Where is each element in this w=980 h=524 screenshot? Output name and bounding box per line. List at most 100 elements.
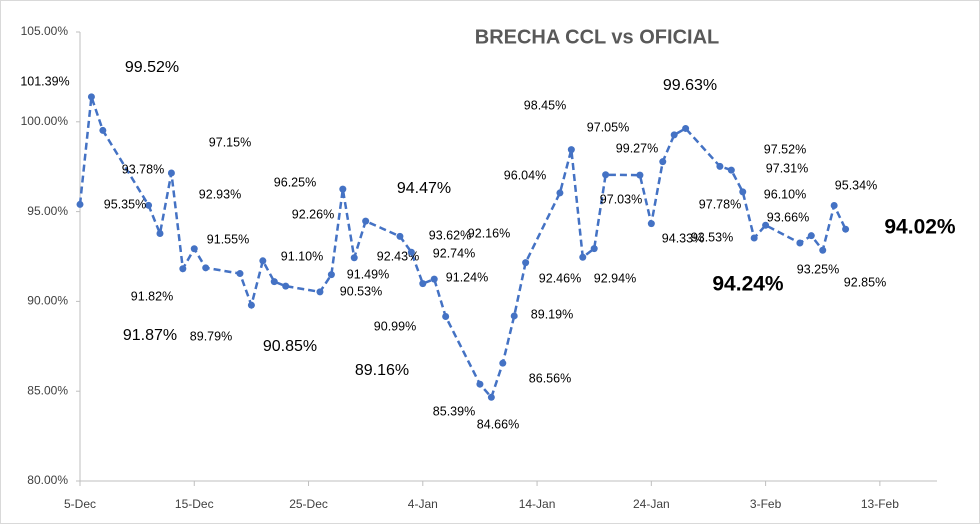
x-tick-label: 24-Jan <box>633 497 670 511</box>
x-tick-label: 15-Dec <box>175 497 214 511</box>
data-label: 93.25% <box>797 262 839 276</box>
data-point <box>830 201 838 209</box>
data-point <box>350 254 358 262</box>
data-label: 85.39% <box>433 404 475 418</box>
data-point <box>396 232 404 240</box>
data-label: 90.85% <box>263 338 317 355</box>
data-point <box>579 253 587 261</box>
data-label: 91.49% <box>347 267 389 281</box>
data-point <box>442 312 450 320</box>
data-label: 92.74% <box>433 246 475 260</box>
data-point <box>499 359 507 367</box>
data-label: 99.63% <box>663 77 717 94</box>
data-point <box>327 271 335 279</box>
data-point <box>522 259 530 267</box>
data-label: 101.39% <box>20 74 69 88</box>
data-label: 98.45% <box>524 98 566 112</box>
data-label: 92.16% <box>468 226 510 240</box>
data-label: 92.93% <box>199 187 241 201</box>
data-label: 95.35% <box>104 197 146 211</box>
x-tick-label: 3-Feb <box>750 497 782 511</box>
data-point <box>567 146 575 154</box>
data-label: 84.66% <box>477 417 519 431</box>
data-label: 91.24% <box>446 270 488 284</box>
data-point <box>750 234 758 242</box>
y-tick-label: 85.00% <box>27 383 68 397</box>
data-point <box>270 278 278 286</box>
x-tick-label: 25-Dec <box>289 497 328 511</box>
data-label: 97.31% <box>766 161 808 175</box>
data-point <box>727 166 735 174</box>
data-label: 94.24% <box>712 273 784 296</box>
data-point <box>556 189 564 197</box>
data-point <box>807 232 815 240</box>
y-tick-label: 90.00% <box>27 294 68 308</box>
data-point <box>190 245 198 253</box>
data-point <box>339 185 347 193</box>
data-point <box>87 93 95 101</box>
data-point <box>636 171 644 179</box>
data-label: 96.10% <box>764 187 806 201</box>
data-point <box>236 270 244 278</box>
data-label: 95.34% <box>835 178 877 192</box>
data-point <box>739 188 747 196</box>
data-point <box>762 221 770 229</box>
data-point <box>487 393 495 401</box>
data-label: 92.85% <box>844 275 886 289</box>
data-point <box>510 312 518 320</box>
data-label: 89.79% <box>190 329 232 343</box>
data-point <box>716 162 724 170</box>
data-label: 92.94% <box>594 271 636 285</box>
data-point <box>259 257 267 265</box>
data-point <box>247 301 255 309</box>
data-point <box>99 126 107 134</box>
data-point <box>647 220 655 228</box>
data-point <box>282 282 290 290</box>
x-tick-label: 5-Dec <box>64 497 96 511</box>
data-label: 97.03% <box>600 192 642 206</box>
data-label: 96.25% <box>274 175 316 189</box>
data-label: 90.53% <box>340 284 382 298</box>
data-point <box>202 264 210 272</box>
data-label: 91.82% <box>131 289 173 303</box>
data-point <box>145 201 153 209</box>
data-label: 92.46% <box>539 271 581 285</box>
data-point <box>796 239 804 247</box>
data-point <box>156 230 164 238</box>
data-point <box>316 288 324 296</box>
data-label: 96.04% <box>504 168 546 182</box>
data-point <box>602 171 610 179</box>
y-tick-label: 105.00% <box>21 24 69 38</box>
data-label: 91.55% <box>207 232 249 246</box>
data-label: 89.19% <box>531 307 573 321</box>
data-label: 91.10% <box>281 249 323 263</box>
data-label: 92.26% <box>292 207 334 221</box>
data-point <box>407 248 415 256</box>
data-point <box>590 245 598 253</box>
data-point <box>430 275 438 283</box>
data-label: 94.02% <box>884 216 956 239</box>
data-label: 93.53% <box>691 230 733 244</box>
data-point <box>179 265 187 273</box>
data-point <box>682 124 690 132</box>
chart-title: BRECHA CCL vs OFICIAL <box>475 26 719 48</box>
y-tick-label: 100.00% <box>21 114 69 128</box>
data-label: 97.15% <box>209 135 251 149</box>
data-label: 93.78% <box>122 162 164 176</box>
data-point <box>419 280 427 288</box>
data-label: 97.05% <box>587 120 629 134</box>
data-label: 94.47% <box>397 180 451 197</box>
data-label: 89.16% <box>355 362 409 379</box>
data-point <box>842 225 850 233</box>
data-point <box>76 200 84 208</box>
x-tick-label: 13-Feb <box>861 497 899 511</box>
data-label: 99.52% <box>125 59 179 76</box>
data-point <box>167 169 175 177</box>
data-label: 97.52% <box>764 142 806 156</box>
x-tick-label: 14-Jan <box>519 497 556 511</box>
data-point <box>819 246 827 254</box>
data-label: 90.99% <box>374 319 416 333</box>
y-tick-label: 80.00% <box>27 473 68 487</box>
data-label: 93.66% <box>767 210 809 224</box>
